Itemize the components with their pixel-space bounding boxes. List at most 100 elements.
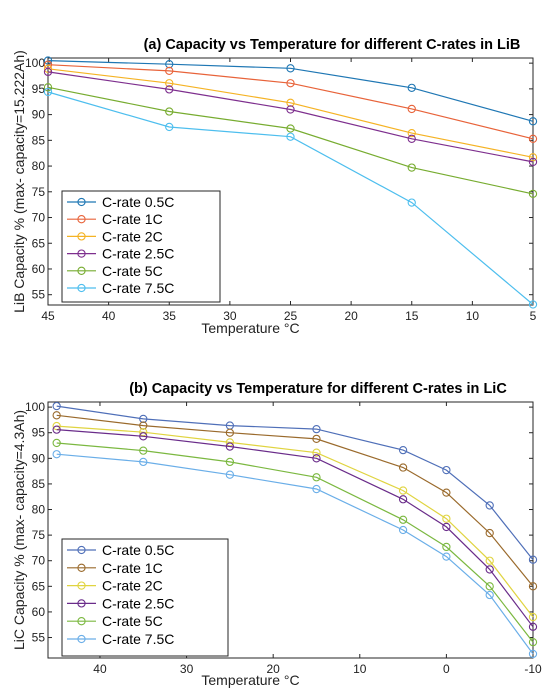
x-tick-label-a: 10: [466, 309, 480, 323]
data-point-b-0: [485, 501, 494, 510]
series-line-a-1: [47, 64, 534, 140]
data-point-a-0: [528, 117, 538, 126]
data-point-b-5: [225, 470, 235, 479]
y-tick-label-b: 85: [32, 477, 46, 491]
data-point-a-0: [286, 64, 295, 73]
data-point-b-1: [398, 463, 408, 472]
y-tick-label-b: 80: [32, 503, 46, 517]
series-line-b-0: [56, 405, 534, 561]
series-line-a-3: [47, 71, 534, 163]
legend-swatch-marker-a: [77, 283, 86, 293]
y-tick-label-a: 90: [32, 108, 46, 122]
data-point-a-0: [407, 83, 416, 92]
legend-label-b: C-rate 7.5C: [102, 631, 174, 647]
data-point-a-1: [528, 134, 538, 143]
data-point-a-4: [165, 107, 174, 116]
legend-swatch-marker-b: [77, 563, 86, 572]
y-tick-label-b: 95: [32, 426, 46, 440]
legend-label-a: C-rate 0.5C: [102, 194, 174, 210]
x-tick-label-a: 35: [163, 309, 177, 323]
data-point-a-2: [165, 79, 174, 88]
y-tick-label-a: 100: [25, 56, 45, 70]
data-point-b-1: [485, 528, 494, 538]
data-point-b-5: [139, 457, 148, 467]
y-axis-label-a: LiB Capacity % (max- capacity=15.222Ah): [11, 50, 27, 313]
legend-a: C-rate 0.5CC-rate 1CC-rate 2C C-rate 2.5C…: [61, 190, 221, 303]
data-point-b-2: [398, 486, 408, 495]
data-point-b-1: [225, 428, 235, 437]
legend-label-b: C-rate 2C: [102, 578, 163, 594]
legend-label-b: C-rate 2.5C: [102, 595, 174, 611]
data-point-b-5: [485, 590, 494, 600]
series-line-b-2: [56, 425, 534, 618]
series-line-b-3: [56, 429, 534, 628]
data-point-b-3: [225, 442, 235, 451]
data-point-b-1: [442, 488, 451, 497]
y-tick-label-a: 55: [32, 288, 46, 302]
y-tick-label-b: 60: [32, 605, 46, 619]
data-point-b-4: [528, 637, 538, 647]
x-tick-label-b: 30: [180, 662, 194, 676]
y-tick-label-b: 55: [32, 631, 46, 645]
data-point-b-4: [139, 446, 148, 455]
data-point-b-0: [528, 555, 538, 564]
legend-label-a: C-rate 5C: [102, 263, 163, 279]
x-tick-label-b: 40: [93, 662, 107, 676]
data-point-b-0: [52, 401, 61, 411]
legend-box-b: [61, 538, 229, 657]
legend-label-a: C-rate 2.5C: [102, 246, 174, 262]
legend-label-b: C-rate 5C: [102, 613, 163, 629]
data-point-a-2: [528, 153, 538, 162]
y-tick-label-b: 100: [25, 400, 45, 414]
data-point-b-4: [442, 542, 451, 552]
data-point-a-3: [528, 157, 538, 167]
data-point-b-3: [398, 495, 408, 504]
x-tick-label-b: 10: [353, 662, 367, 676]
data-point-b-5: [312, 484, 321, 494]
data-point-b-3: [528, 622, 538, 631]
series-line-b-1: [56, 414, 534, 587]
y-tick-label-a: 80: [32, 159, 46, 173]
x-tick-label-b: 20: [266, 662, 280, 676]
data-point-a-5: [407, 198, 416, 207]
series-line-a-2: [47, 68, 534, 158]
legend-label-a: C-rate 2C: [102, 228, 163, 244]
y-tick-label-b: 90: [32, 451, 46, 465]
chart-a: (a) Capacity vs Temperature for differen…: [11, 37, 538, 336]
legend-swatch-marker-b: [77, 634, 86, 644]
data-point-a-4: [528, 189, 538, 198]
data-point-b-2: [485, 556, 494, 565]
data-point-b-1: [528, 582, 538, 591]
data-point-b-1: [312, 434, 321, 444]
data-point-b-3: [442, 522, 451, 532]
y-axis-label-b: LiC Capacity % (max- capacity=4.3Ah): [11, 410, 27, 650]
x-tick-label-b: 0: [443, 662, 450, 676]
data-point-a-3: [43, 67, 53, 77]
series-line-a-0: [47, 60, 534, 122]
data-point-a-4: [43, 83, 53, 92]
x-tick-label-a: 30: [223, 309, 237, 323]
data-point-b-3: [139, 432, 148, 441]
data-point-b-4: [485, 582, 494, 591]
y-tick-label-a: 60: [32, 262, 46, 276]
data-point-b-1: [52, 411, 61, 420]
y-tick-label-b: 70: [32, 554, 46, 568]
legend-label-b: C-rate 1C: [102, 560, 163, 576]
data-point-a-5: [165, 122, 174, 132]
data-point-a-0: [43, 56, 53, 65]
chart-title-b: (b) Capacity vs Temperature for differen…: [129, 381, 507, 397]
data-point-a-4: [286, 124, 295, 133]
legend-label-b: C-rate 0.5C: [102, 542, 174, 558]
legend-swatch-marker-a: [77, 249, 86, 258]
data-point-a-5: [286, 132, 295, 141]
legend-swatch-marker-b: [77, 617, 86, 626]
x-tick-label-a: 15: [405, 309, 419, 323]
data-point-a-5: [43, 87, 53, 97]
y-tick-label-a: 95: [32, 82, 46, 96]
data-point-a-3: [286, 105, 295, 114]
data-point-a-2: [407, 128, 416, 138]
data-point-a-4: [407, 163, 416, 172]
legend-swatch-marker-a: [77, 197, 86, 207]
y-tick-label-a: 75: [32, 185, 46, 199]
data-point-a-5: [528, 300, 538, 309]
